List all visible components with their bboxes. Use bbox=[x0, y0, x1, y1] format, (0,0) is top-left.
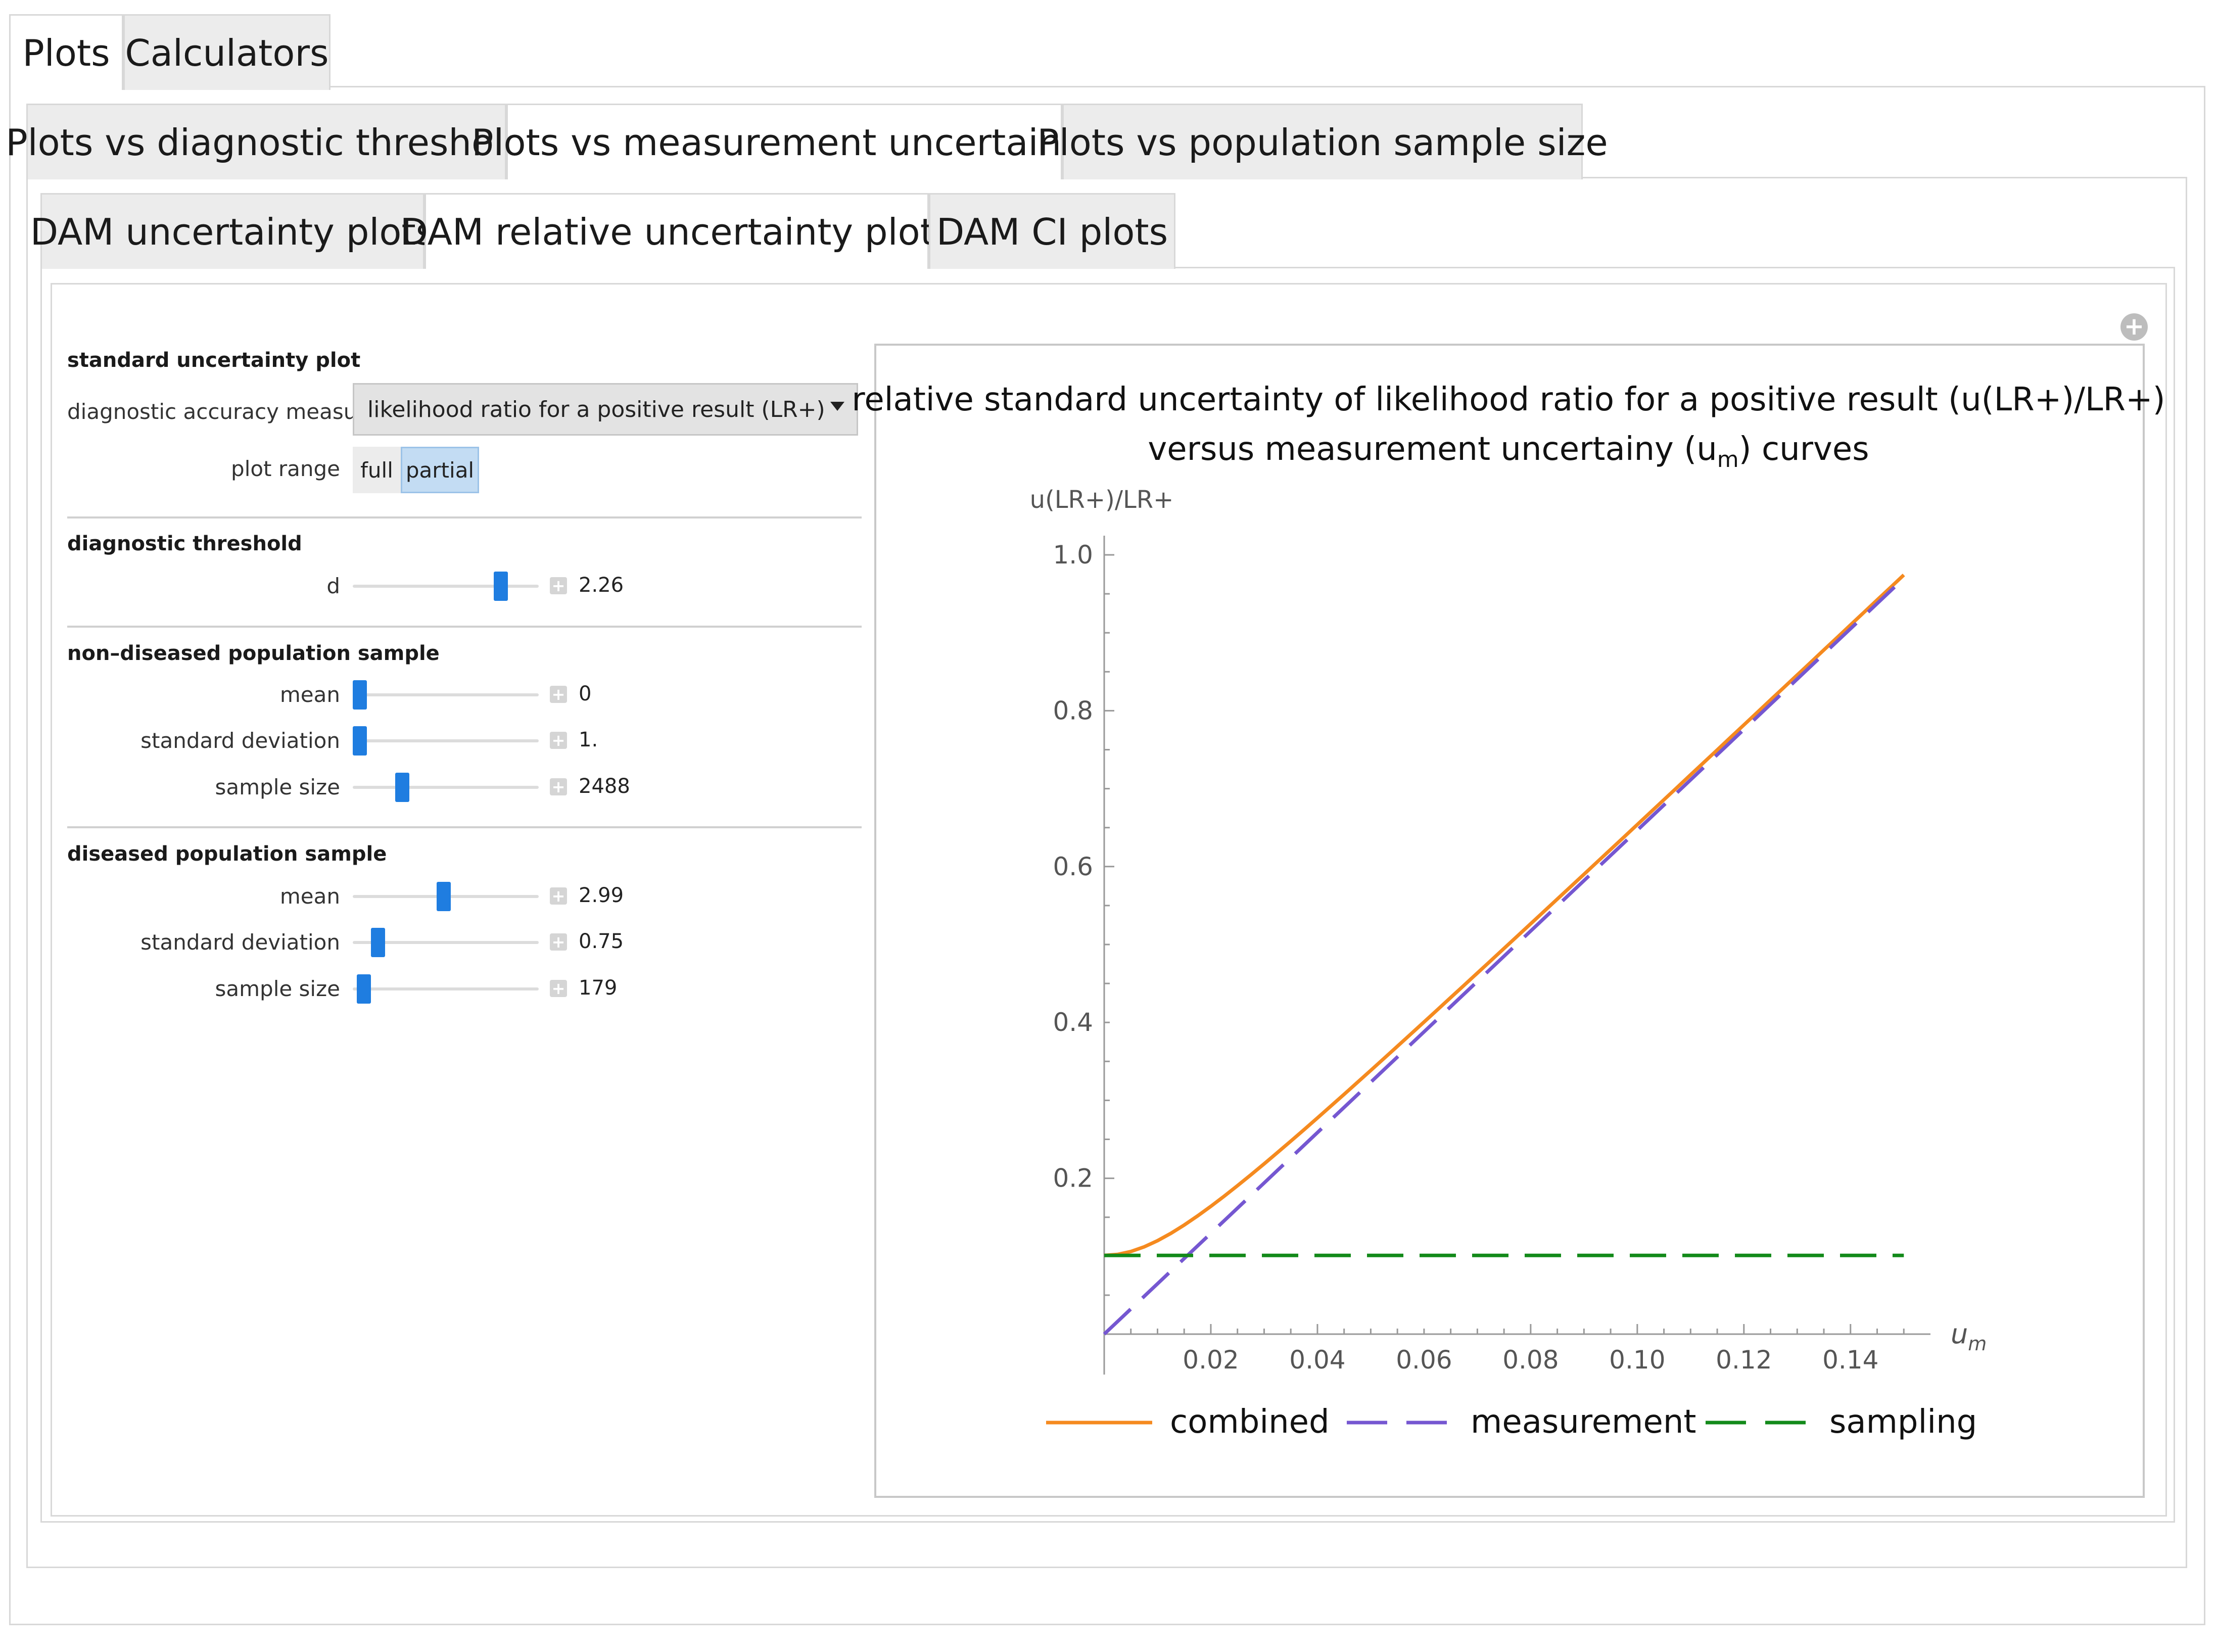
chart-title-line1: relative standard uncertainty of likelih… bbox=[852, 381, 2165, 418]
diseased-sd-label: standard deviation bbox=[140, 930, 340, 955]
non-diseased-mean-expand-icon[interactable]: + bbox=[550, 686, 567, 703]
measure-label: diagnostic accuracy measure: bbox=[67, 399, 386, 424]
section-title-diagnostic-threshold: diagnostic threshold bbox=[67, 532, 302, 555]
d-slider-track[interactable] bbox=[353, 585, 539, 588]
x-tick-label: 0.06 bbox=[1396, 1345, 1452, 1375]
non-diseased-sd-slider-track[interactable] bbox=[353, 739, 539, 742]
diseased-sd-slider-thumb[interactable] bbox=[371, 928, 385, 957]
non-diseased-sd-value: 1. bbox=[579, 728, 598, 751]
chart-series bbox=[1103, 574, 1905, 1336]
non-diseased-sd-slider-thumb[interactable] bbox=[353, 726, 367, 756]
tab-plots-vs-population-sample-size[interactable]: Plots vs population sample size bbox=[1037, 104, 1608, 179]
tab-dam-uncertainty-plots[interactable]: DAM uncertainty plots bbox=[30, 193, 435, 269]
legend-label-sampling: sampling bbox=[1829, 1403, 1977, 1441]
non-diseased-n-slider-track[interactable] bbox=[353, 786, 539, 789]
diseased-n-slider-track[interactable] bbox=[353, 987, 539, 990]
y-tick-label: 0.4 bbox=[1053, 1008, 1093, 1037]
y-tick-label: 0.8 bbox=[1053, 696, 1093, 725]
tab-plots-vs-measurement-uncertainty[interactable]: Plots vs measurement uncertainty bbox=[471, 104, 1097, 179]
x-tick-label: 0.04 bbox=[1289, 1345, 1345, 1375]
non-diseased-n-slider-thumb[interactable] bbox=[395, 773, 409, 802]
plot-range-full-button[interactable]: full bbox=[353, 447, 401, 493]
chevron-down-icon bbox=[830, 402, 844, 411]
diseased-mean-expand-icon[interactable]: + bbox=[550, 887, 567, 905]
y-tick-label: 0.6 bbox=[1053, 852, 1093, 881]
d-value: 2.26 bbox=[579, 574, 624, 597]
non-diseased-mean-value: 0 bbox=[579, 682, 592, 705]
section-title-standard-uncertainty-plot: standard uncertainty plot bbox=[67, 349, 361, 372]
non-diseased-n-label: sample size bbox=[215, 775, 341, 799]
chart-title-line2: versus measurement uncertainy (um) curve… bbox=[1148, 431, 1869, 473]
x-tick-label: 0.12 bbox=[1716, 1345, 1772, 1375]
non-diseased-mean-label: mean bbox=[279, 682, 340, 707]
non-diseased-n-value: 2488 bbox=[579, 775, 630, 798]
tab-plots[interactable]: Plots bbox=[9, 14, 123, 90]
non-diseased-sd-expand-icon[interactable]: + bbox=[550, 732, 567, 749]
non-diseased-mean-slider-thumb[interactable] bbox=[353, 680, 367, 710]
y-tick-label: 0.2 bbox=[1053, 1164, 1093, 1193]
x-tick-label: 0.14 bbox=[1822, 1345, 1878, 1375]
tab-dam-relative-uncertainty-plots[interactable]: DAM relative uncertainty plots bbox=[400, 193, 953, 269]
series-line-measurement bbox=[1103, 577, 1905, 1336]
diseased-n-expand-icon[interactable]: + bbox=[550, 980, 567, 997]
legend-label-measurement: measurement bbox=[1471, 1403, 1696, 1441]
tab-dam-ci-plots[interactable]: DAM CI plots bbox=[929, 193, 1175, 269]
d-label: d bbox=[326, 574, 340, 598]
diseased-mean-slider-thumb[interactable] bbox=[437, 882, 451, 911]
series-line-combined bbox=[1104, 574, 1905, 1257]
plot-range-label: plot range bbox=[231, 456, 340, 481]
diseased-n-value: 179 bbox=[579, 976, 618, 1000]
section-divider bbox=[67, 516, 862, 518]
diseased-mean-value: 2.99 bbox=[579, 884, 624, 907]
section-divider bbox=[67, 826, 862, 828]
diseased-sd-value: 0.75 bbox=[579, 930, 624, 953]
measure-dropdown[interactable]: likelihood ratio for a positive result (… bbox=[353, 383, 858, 436]
chart-legend: combined measurement sampling bbox=[1046, 1403, 1977, 1441]
diseased-sd-expand-icon[interactable]: + bbox=[550, 933, 567, 951]
non-diseased-sd-label: standard deviation bbox=[140, 728, 340, 753]
section-divider bbox=[67, 626, 862, 628]
diseased-n-label: sample size bbox=[215, 976, 341, 1001]
tab-plots-vs-diagnostic-threshold[interactable]: Plots vs diagnostic threshold bbox=[6, 104, 527, 179]
y-tick-label: 1.0 bbox=[1053, 540, 1093, 570]
diseased-mean-label: mean bbox=[279, 884, 340, 909]
legend-label-combined: combined bbox=[1170, 1403, 1330, 1441]
d-slider-thumb[interactable] bbox=[494, 572, 508, 601]
section-title-diseased: diseased population sample bbox=[67, 842, 387, 866]
section-title-non-diseased: non–diseased population sample bbox=[67, 642, 440, 665]
diseased-n-slider-thumb[interactable] bbox=[357, 974, 371, 1004]
x-tick-label: 0.10 bbox=[1609, 1345, 1665, 1375]
chart-axes: 0.02 0.04 0.06 0.08 0.10 0.12 0.14 0.2 0.4 0.6 0.8… bbox=[1053, 536, 1930, 1375]
tab-calculators[interactable]: Calculators bbox=[123, 14, 331, 90]
chart-frame bbox=[874, 344, 2145, 1498]
x-axis-label: um bbox=[1951, 1318, 1987, 1355]
d-expand-icon[interactable]: + bbox=[550, 577, 567, 594]
plot-range-partial-button[interactable]: partial bbox=[401, 447, 479, 493]
y-axis-label: u(LR+)/LR+ bbox=[1030, 486, 1174, 514]
add-circle-icon[interactable]: + bbox=[2120, 313, 2148, 341]
x-tick-label: 0.08 bbox=[1502, 1345, 1559, 1375]
non-diseased-n-expand-icon[interactable]: + bbox=[550, 778, 567, 795]
non-diseased-mean-slider-track[interactable] bbox=[353, 693, 539, 696]
diseased-sd-slider-track[interactable] bbox=[353, 941, 539, 944]
x-tick-label: 0.02 bbox=[1183, 1345, 1239, 1375]
measure-dropdown-value: likelihood ratio for a positive result (… bbox=[367, 396, 825, 422]
